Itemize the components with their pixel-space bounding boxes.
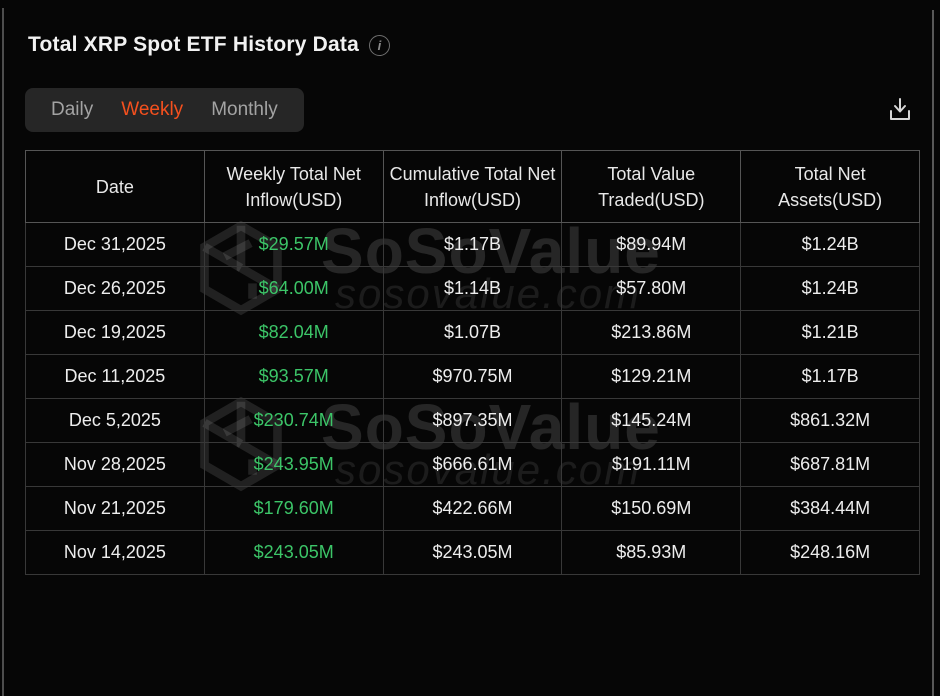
- header-row: Date Weekly Total Net Inflow(USD) Cumulati…: [25, 150, 920, 223]
- value-cell: $243.95M: [203, 442, 384, 487]
- value-cell: $191.11M: [561, 442, 742, 487]
- date-cell: Dec 5,2025: [25, 398, 205, 443]
- tab-daily[interactable]: Daily: [51, 99, 94, 120]
- table-row: Nov 14,2025 $243.05M $243.05M $85.93M $248.1…: [25, 530, 920, 575]
- value-cell: $897.35M: [382, 398, 563, 443]
- column-header: Total Value Traded(USD): [561, 150, 742, 223]
- table-row: Nov 28,2025 $243.95M $666.61M $191.11M $687.…: [25, 442, 920, 487]
- download-button[interactable]: [884, 94, 916, 126]
- value-cell: $64.00M: [203, 266, 384, 311]
- date-cell: Nov 14,2025: [25, 530, 205, 575]
- value-cell: $687.81M: [740, 442, 920, 487]
- value-cell: $82.04M: [203, 310, 384, 355]
- table-row: Dec 19,2025 $82.04M $1.07B $213.86M $1.21B: [25, 310, 920, 355]
- interval-tab-bar: Daily Weekly Monthly: [25, 88, 304, 132]
- column-header: Cumulative Total Net Inflow(USD): [382, 150, 563, 223]
- value-cell: $1.24B: [740, 222, 920, 267]
- value-cell: $145.24M: [561, 398, 742, 443]
- value-cell: $243.05M: [382, 530, 563, 575]
- value-cell: $150.69M: [561, 486, 742, 531]
- value-cell: $243.05M: [203, 530, 384, 575]
- table-row: Dec 5,2025 $230.74M $897.35M $145.24M $861.3…: [25, 398, 920, 443]
- right-scrollbar-line[interactable]: [932, 10, 934, 696]
- value-cell: $1.24B: [740, 266, 920, 311]
- value-cell: $1.17B: [740, 354, 920, 399]
- table-row: Dec 26,2025 $64.00M $1.14B $57.80M $1.24B: [25, 266, 920, 311]
- history-table: Date Weekly Total Net Inflow(USD) Cumulati…: [25, 150, 920, 575]
- date-cell: Dec 31,2025: [25, 222, 205, 267]
- date-cell: Nov 21,2025: [25, 486, 205, 531]
- column-header: Date: [25, 150, 205, 223]
- left-border-line: [2, 8, 4, 696]
- value-cell: $179.60M: [203, 486, 384, 531]
- value-cell: $861.32M: [740, 398, 920, 443]
- value-cell: $89.94M: [561, 222, 742, 267]
- date-cell: Dec 11,2025: [25, 354, 205, 399]
- value-cell: $57.80M: [561, 266, 742, 311]
- value-cell: $213.86M: [561, 310, 742, 355]
- info-icon[interactable]: i: [368, 34, 390, 56]
- title-row: Total XRP Spot ETF History Data i: [28, 33, 390, 57]
- value-cell: $93.57M: [203, 354, 384, 399]
- value-cell: $1.14B: [382, 266, 563, 311]
- table-row: Dec 31,2025 $29.57M $1.17B $89.94M $1.24B: [25, 222, 920, 267]
- column-header: Total Net Assets(USD): [740, 150, 920, 223]
- tab-monthly[interactable]: Monthly: [211, 99, 278, 120]
- download-icon: [890, 98, 910, 120]
- column-header: Weekly Total Net Inflow(USD): [203, 150, 384, 223]
- date-cell: Nov 28,2025: [25, 442, 205, 487]
- date-cell: Dec 19,2025: [25, 310, 205, 355]
- value-cell: $248.16M: [740, 530, 920, 575]
- value-cell: $85.93M: [561, 530, 742, 575]
- value-cell: $129.21M: [561, 354, 742, 399]
- page-title: Total XRP Spot ETF History Data: [28, 33, 359, 56]
- date-cell: Dec 26,2025: [25, 266, 205, 311]
- value-cell: $422.66M: [382, 486, 563, 531]
- tab-weekly[interactable]: Weekly: [121, 99, 184, 120]
- value-cell: $29.57M: [203, 222, 384, 267]
- value-cell: $384.44M: [740, 486, 920, 531]
- value-cell: $1.07B: [382, 310, 563, 355]
- table-header: Date Weekly Total Net Inflow(USD) Cumulati…: [25, 150, 920, 223]
- value-cell: $1.17B: [382, 222, 563, 267]
- value-cell: $666.61M: [382, 442, 563, 487]
- table-body: Dec 31,2025 $29.57M $1.17B $89.94M $1.24B Dec…: [25, 222, 920, 575]
- value-cell: $1.21B: [740, 310, 920, 355]
- value-cell: $970.75M: [382, 354, 563, 399]
- table-row: Dec 11,2025 $93.57M $970.75M $129.21M $1.17B: [25, 354, 920, 399]
- table-row: Nov 21,2025 $179.60M $422.66M $150.69M $384.…: [25, 486, 920, 531]
- value-cell: $230.74M: [203, 398, 384, 443]
